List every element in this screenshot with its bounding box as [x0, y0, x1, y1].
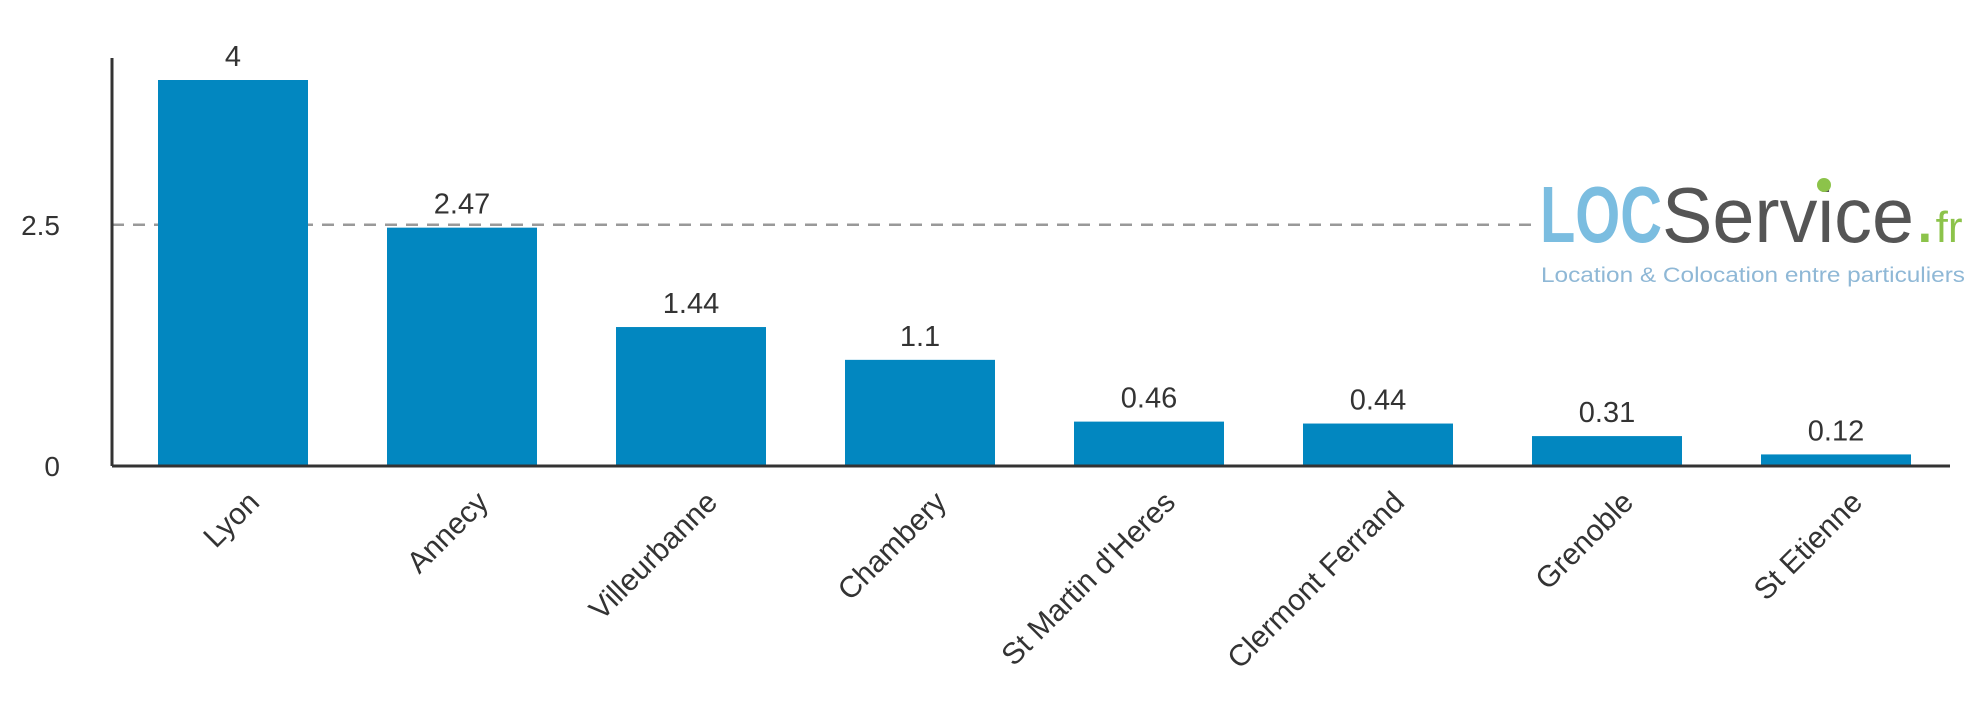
x-tick-label: St Martin d'Heres	[995, 486, 1182, 673]
x-tick-label: St Etienne	[1748, 486, 1869, 607]
bar	[387, 227, 537, 466]
bar	[1532, 436, 1682, 466]
logo-text: LOCService.fr	[1540, 170, 1963, 259]
x-tick-label: Lyon	[197, 486, 266, 555]
data-label: 0.46	[1121, 383, 1177, 415]
y-tick-label: 2.5	[21, 210, 60, 241]
logo-tagline: Location & Colocation entre particuliers	[1541, 264, 1965, 287]
y-tick-labels: 02.5	[21, 210, 60, 482]
data-label: 1.44	[663, 288, 719, 320]
bar	[845, 359, 995, 466]
data-label: 2.47	[434, 189, 490, 221]
bar	[1074, 421, 1224, 466]
logo-service: Service	[1662, 171, 1914, 259]
logo-dot: .	[1914, 171, 1936, 259]
x-tick-label: Chambery	[832, 486, 953, 607]
bar	[616, 327, 766, 466]
x-tick-label: Villeurbanne	[583, 486, 724, 627]
data-label: 0.31	[1579, 397, 1635, 429]
bar	[1761, 454, 1911, 466]
data-label: 0.44	[1350, 385, 1406, 417]
logo-accent-dot	[1817, 178, 1831, 192]
x-tick-label: Clermont Ferrand	[1221, 486, 1411, 676]
data-label: 0.12	[1808, 415, 1864, 447]
x-tick-label: Annecy	[401, 486, 495, 580]
data-label: 1.1	[900, 321, 940, 353]
x-tick-labels: Lyon Annecy Villeurbanne Chambery St Martin …	[197, 486, 1869, 676]
bar	[158, 80, 308, 466]
logo-fr: fr	[1936, 203, 1963, 252]
data-label: 4	[225, 41, 241, 73]
logo-loc: LOC	[1540, 170, 1662, 259]
bar	[1303, 423, 1453, 466]
watermark-logo: LOCService.fr Location & Colocation entr…	[1540, 170, 1965, 287]
axes-layer	[110, 58, 1950, 468]
bars-layer	[158, 80, 1911, 466]
data-labels: 4 2.47 1.44 1.1 0.46 0.44 0.31 0.12	[225, 41, 1864, 447]
y-tick-label: 0	[44, 451, 60, 482]
x-tick-label: Grenoble	[1529, 486, 1640, 597]
